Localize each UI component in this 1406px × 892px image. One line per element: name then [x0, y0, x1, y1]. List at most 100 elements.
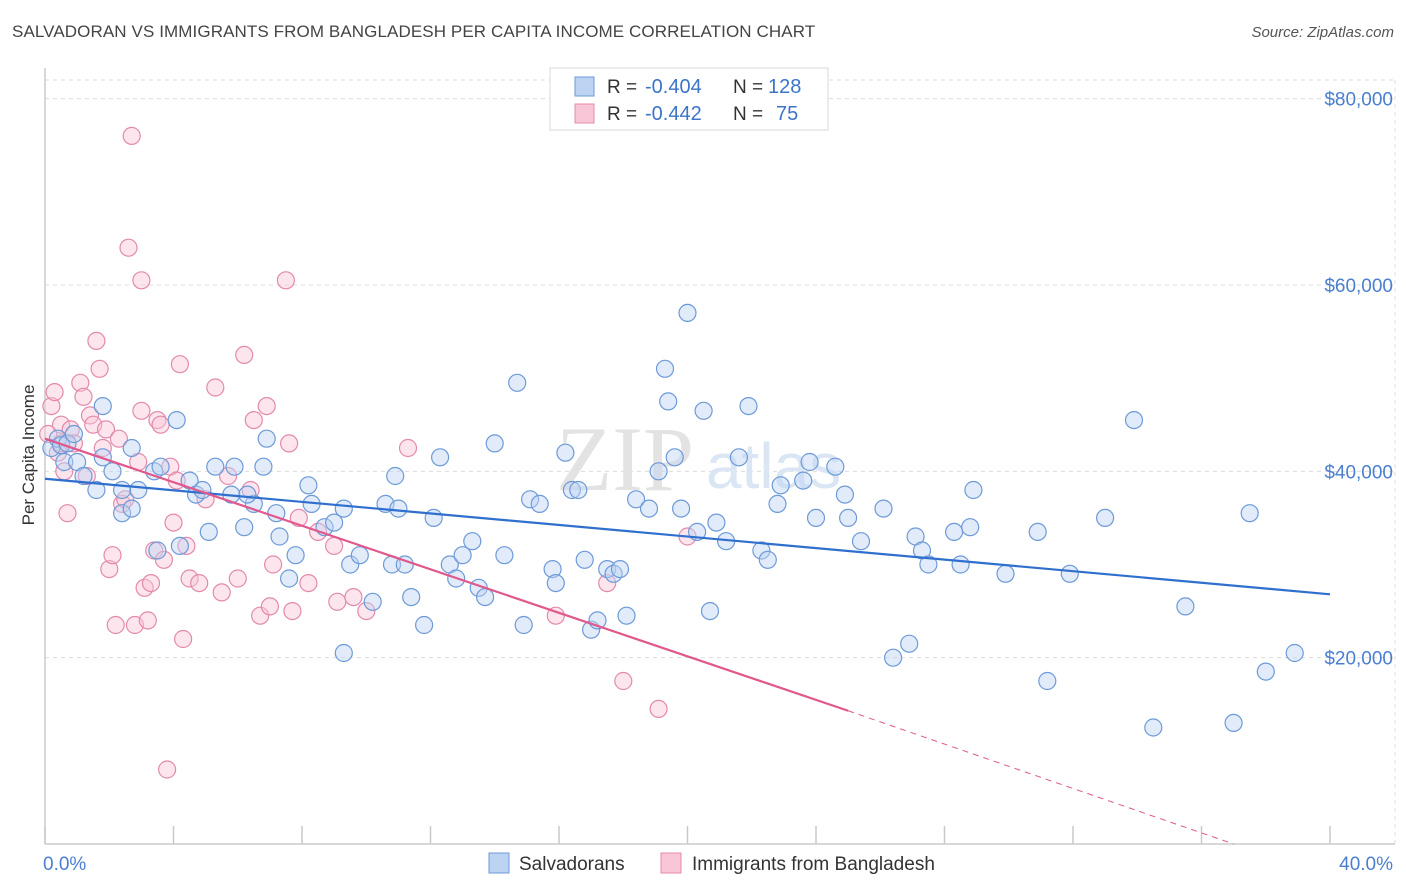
data-point-bangladesh [598, 573, 617, 593]
data-point-salvadoran [257, 429, 276, 448]
axes [44, 68, 1395, 845]
data-point-salvadoran [270, 527, 289, 546]
data-point-bangladesh [276, 271, 295, 290]
data-point-bangladesh [325, 536, 344, 556]
data-point-bangladesh [170, 355, 189, 374]
data-point-bangladesh [206, 378, 225, 397]
data-point-bangladesh [109, 429, 129, 448]
data-point-bangladesh [228, 569, 247, 588]
legend-swatch-pink [574, 103, 595, 124]
data-point-bangladesh [93, 438, 112, 458]
bottom-legend: Salvadorans Immigrants from Bangladesh [488, 852, 935, 875]
x-tick-labels: 0.0% 40.0% [43, 854, 1393, 875]
data-point-salvadoran [334, 643, 353, 663]
data-point-bangladesh [158, 760, 177, 779]
data-point-salvadoran [225, 457, 244, 476]
data-point-salvadoran [546, 573, 565, 593]
data-point-salvadoran [167, 411, 186, 430]
y-tick-label: $40,000 [1324, 462, 1393, 483]
data-point-salvadoran [286, 546, 305, 565]
bottom-legend-label-bangladesh: Immigrants from Bangladesh [692, 854, 935, 875]
legend-swatch-blue [574, 76, 595, 97]
data-point-salvadoran [112, 504, 132, 523]
data-point-bangladesh [614, 671, 633, 691]
data-point-bangladesh [154, 550, 173, 569]
data-point-salvadoran [530, 494, 549, 513]
data-point-salvadoran [129, 480, 148, 500]
data-point-salvadoran [415, 615, 434, 635]
data-point-salvadoran [476, 587, 495, 607]
data-point-salvadoran [806, 508, 826, 528]
data-point-salvadoran [694, 401, 713, 420]
data-point-salvadoran [1224, 713, 1243, 733]
data-point-bangladesh [103, 546, 122, 565]
data-point-salvadoran [1256, 662, 1275, 681]
data-point-salvadoran [254, 457, 273, 476]
x-tick-label-min: 0.0% [43, 854, 86, 875]
data-point-salvadoran [919, 555, 938, 574]
data-point-salvadoran [739, 397, 758, 416]
data-point-salvadoran [835, 485, 855, 504]
data-point-salvadoran [883, 648, 903, 667]
data-point-salvadoran [280, 569, 299, 588]
data-point-salvadoran [386, 466, 405, 486]
data-point-bangladesh [219, 466, 238, 486]
data-point-bangladesh [244, 411, 263, 430]
data-point-bangladesh [398, 438, 418, 458]
data-point-salvadoran [103, 462, 122, 481]
legend-r-label-1: R = [607, 77, 637, 98]
data-point-bangladesh [100, 559, 119, 579]
data-point-bangladesh [39, 424, 58, 444]
data-point-salvadoran [1028, 522, 1047, 542]
data-point-salvadoran [350, 546, 369, 565]
y-axis-title: Per Capita Income [19, 385, 38, 526]
data-point-bangladesh [260, 597, 279, 616]
data-point-salvadoran [610, 559, 630, 579]
data-point-bangladesh [90, 359, 109, 378]
data-point-bangladesh [96, 420, 116, 439]
data-point-salvadoran [1285, 643, 1304, 663]
data-point-salvadoran [1144, 718, 1163, 737]
bottom-legend-label-salvadorans: Salvadorans [519, 854, 625, 875]
data-point-salvadoran [122, 499, 141, 518]
data-point-salvadoran [800, 452, 819, 472]
data-point-salvadoran [771, 476, 790, 495]
data-point-salvadoran [1095, 508, 1115, 528]
data-point-bangladesh [257, 397, 276, 416]
data-point-salvadoran [900, 634, 919, 653]
data-point-bangladesh [45, 383, 64, 402]
data-point-salvadoran [700, 601, 720, 621]
data-point-salvadoran [341, 555, 360, 574]
data-point-salvadoran [1038, 671, 1057, 691]
data-point-salvadoran [826, 457, 845, 476]
data-point-bangladesh [328, 592, 347, 611]
legend-r-value-2: -0.442 [645, 103, 702, 125]
data-point-salvadoran [961, 518, 980, 537]
y-tick-label: $20,000 [1324, 649, 1393, 670]
data-point-bangladesh [132, 271, 151, 290]
data-point-salvadoran [485, 434, 504, 453]
source-label: Source: ZipAtlas.com [1251, 24, 1394, 41]
data-point-salvadoran [334, 499, 353, 518]
chart-title: SALVADORAN VS IMMIGRANTS FROM BANGLADESH… [12, 22, 816, 41]
y-tick-label: $80,000 [1324, 90, 1393, 111]
data-point-bangladesh [119, 238, 138, 257]
data-point-salvadoran [1124, 411, 1144, 430]
data-point-bangladesh [51, 415, 71, 434]
series-salvadorans-points [42, 303, 1304, 737]
data-point-salvadoran [626, 490, 646, 509]
data-point-bangladesh [190, 573, 209, 593]
watermark-zip: ZIP [556, 408, 694, 510]
data-point-salvadoran [794, 471, 813, 490]
data-point-bangladesh [174, 629, 193, 649]
data-point-salvadoran [514, 615, 533, 635]
data-point-bangladesh [74, 387, 93, 406]
data-point-salvadoran [495, 546, 514, 565]
data-point-bangladesh [344, 587, 363, 607]
data-point-salvadoran [520, 490, 540, 509]
data-point-salvadoran [678, 303, 697, 322]
data-point-salvadoran [617, 606, 636, 625]
data-point-bangladesh [177, 536, 196, 556]
top-legend: R = -0.404 N = 128 R = -0.442 N = 75 [549, 67, 829, 131]
